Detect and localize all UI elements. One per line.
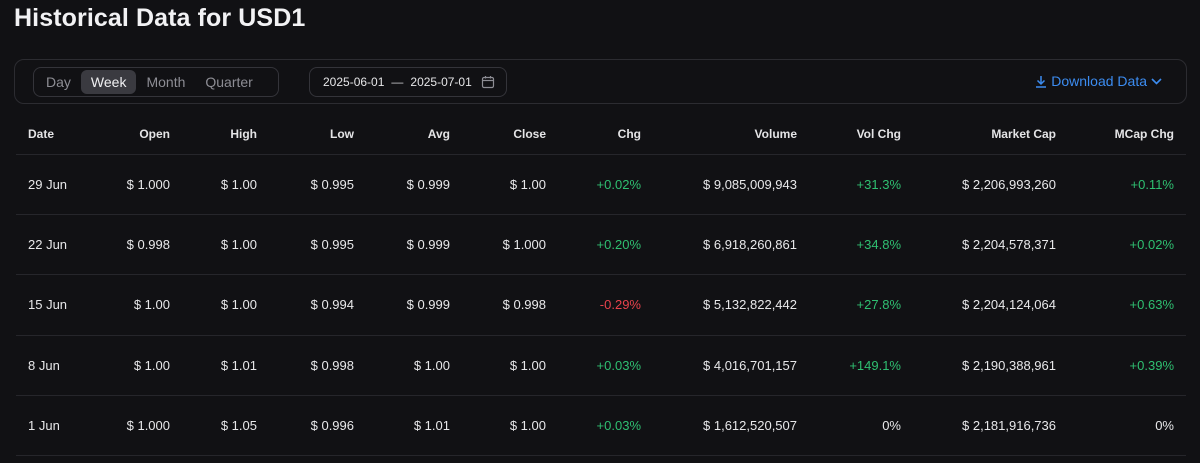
cell-market-cap: $ 2,190,388,961 [913,335,1068,397]
cell-high: $ 1.00 [182,214,269,276]
chevron-down-icon [1151,77,1162,85]
col-header-low[interactable]: Low [269,114,366,155]
col-header-avg[interactable]: Avg [366,114,462,155]
col-header-close[interactable]: Close [462,114,558,155]
cell-mcap-chg: +0.63% [1068,274,1186,336]
cell-date: 29 Jun [16,154,94,215]
cell-avg: $ 0.999 [366,214,462,276]
cell-date: 22 Jun [16,214,94,276]
cell-open: $ 0.998 [94,214,182,276]
interval-week-button[interactable]: Week [80,70,137,94]
col-header-high[interactable]: High [182,114,269,155]
cell-date: 1 Jun [16,395,94,457]
cell-low: $ 0.995 [269,154,366,215]
interval-selector: Day Week Month Quarter [33,67,279,97]
date-separator: — [391,75,404,89]
cell-open: $ 1.000 [94,154,182,215]
col-header-date[interactable]: Date [16,114,94,155]
cell-chg: +0.03% [558,395,653,457]
cell-avg: $ 1.01 [366,395,462,457]
download-label: Download Data [1051,73,1147,89]
cell-avg: $ 0.999 [366,154,462,215]
cell-low: $ 0.994 [269,274,366,336]
cell-high: $ 1.01 [182,335,269,397]
cell-avg: $ 1.00 [366,335,462,397]
cell-vol-chg: +27.8% [809,274,913,336]
interval-month-button[interactable]: Month [146,74,186,90]
cell-close: $ 1.00 [462,335,558,397]
col-header-open[interactable]: Open [94,114,182,155]
table-row: 1 Jun $ 1.000 $ 1.05 $ 0.996 $ 1.01 $ 1.… [16,395,1186,457]
table-row: 8 Jun $ 1.00 $ 1.01 $ 0.998 $ 1.00 $ 1.0… [16,335,1186,397]
cell-high: $ 1.05 [182,395,269,457]
cell-low: $ 0.995 [269,214,366,276]
cell-vol-chg: +31.3% [809,154,913,215]
cell-low: $ 0.998 [269,335,366,397]
calendar-icon[interactable] [481,75,495,89]
cell-chg: +0.20% [558,214,653,276]
cell-mcap-chg: 0% [1068,395,1186,457]
cell-low: $ 0.996 [269,395,366,457]
cell-vol-chg: 0% [809,395,913,457]
interval-quarter-button[interactable]: Quarter [205,74,253,90]
cell-close: $ 1.00 [462,154,558,215]
cell-chg: -0.29% [558,274,653,336]
cell-date: 15 Jun [16,274,94,336]
cell-open: $ 1.000 [94,395,182,457]
date-range-picker[interactable]: 2025-06-01 — 2025-07-01 [309,67,507,97]
cell-close: $ 1.00 [462,395,558,457]
cell-vol-chg: +149.1% [809,335,913,397]
cell-close: $ 1.000 [462,214,558,276]
cell-volume: $ 4,016,701,157 [653,335,809,397]
cell-volume: $ 5,132,822,442 [653,274,809,336]
table-row: 29 Jun $ 1.000 $ 1.00 $ 0.995 $ 0.999 $ … [16,154,1186,215]
cell-vol-chg: +34.8% [809,214,913,276]
col-header-vol-chg[interactable]: Vol Chg [809,114,913,155]
cell-close: $ 0.998 [462,274,558,336]
cell-chg: +0.03% [558,335,653,397]
cell-market-cap: $ 2,204,578,371 [913,214,1068,276]
download-icon [1036,75,1047,88]
interval-day-button[interactable]: Day [46,74,71,90]
cell-open: $ 1.00 [94,335,182,397]
cell-market-cap: $ 2,206,993,260 [913,154,1068,215]
table-header-row: Date Open High Low Avg Close Chg Volume … [16,114,1186,155]
cell-avg: $ 0.999 [366,274,462,336]
cell-volume: $ 9,085,009,943 [653,154,809,215]
cell-date: 8 Jun [16,335,94,397]
date-from: 2025-06-01 [323,75,385,89]
download-data-button[interactable]: Download Data [1035,73,1166,89]
col-header-mcap-chg[interactable]: MCap Chg [1068,114,1186,155]
cell-chg: +0.02% [558,154,653,215]
cell-high: $ 1.00 [182,274,269,336]
cell-volume: $ 6,918,260,861 [653,214,809,276]
col-header-volume[interactable]: Volume [653,114,809,155]
page-title: Historical Data for USD1 [14,4,306,32]
cell-volume: $ 1,612,520,507 [653,395,809,457]
col-header-chg[interactable]: Chg [558,114,653,155]
cell-mcap-chg: +0.39% [1068,335,1186,397]
toolbar: Day Week Month Quarter 2025-06-01 — 2025… [14,59,1187,104]
table-row: 22 Jun $ 0.998 $ 1.00 $ 0.995 $ 0.999 $ … [16,214,1186,276]
cell-mcap-chg: +0.11% [1068,154,1186,215]
cell-high: $ 1.00 [182,154,269,215]
cell-open: $ 1.00 [94,274,182,336]
col-header-market-cap[interactable]: Market Cap [913,114,1068,155]
table-row: 15 Jun $ 1.00 $ 1.00 $ 0.994 $ 0.999 $ 0… [16,274,1186,336]
date-to: 2025-07-01 [410,75,472,89]
cell-market-cap: $ 2,181,916,736 [913,395,1068,457]
historical-data-table: Date Open High Low Avg Close Chg Volume … [16,114,1186,457]
cell-mcap-chg: +0.02% [1068,214,1186,276]
cell-market-cap: $ 2,204,124,064 [913,274,1068,336]
